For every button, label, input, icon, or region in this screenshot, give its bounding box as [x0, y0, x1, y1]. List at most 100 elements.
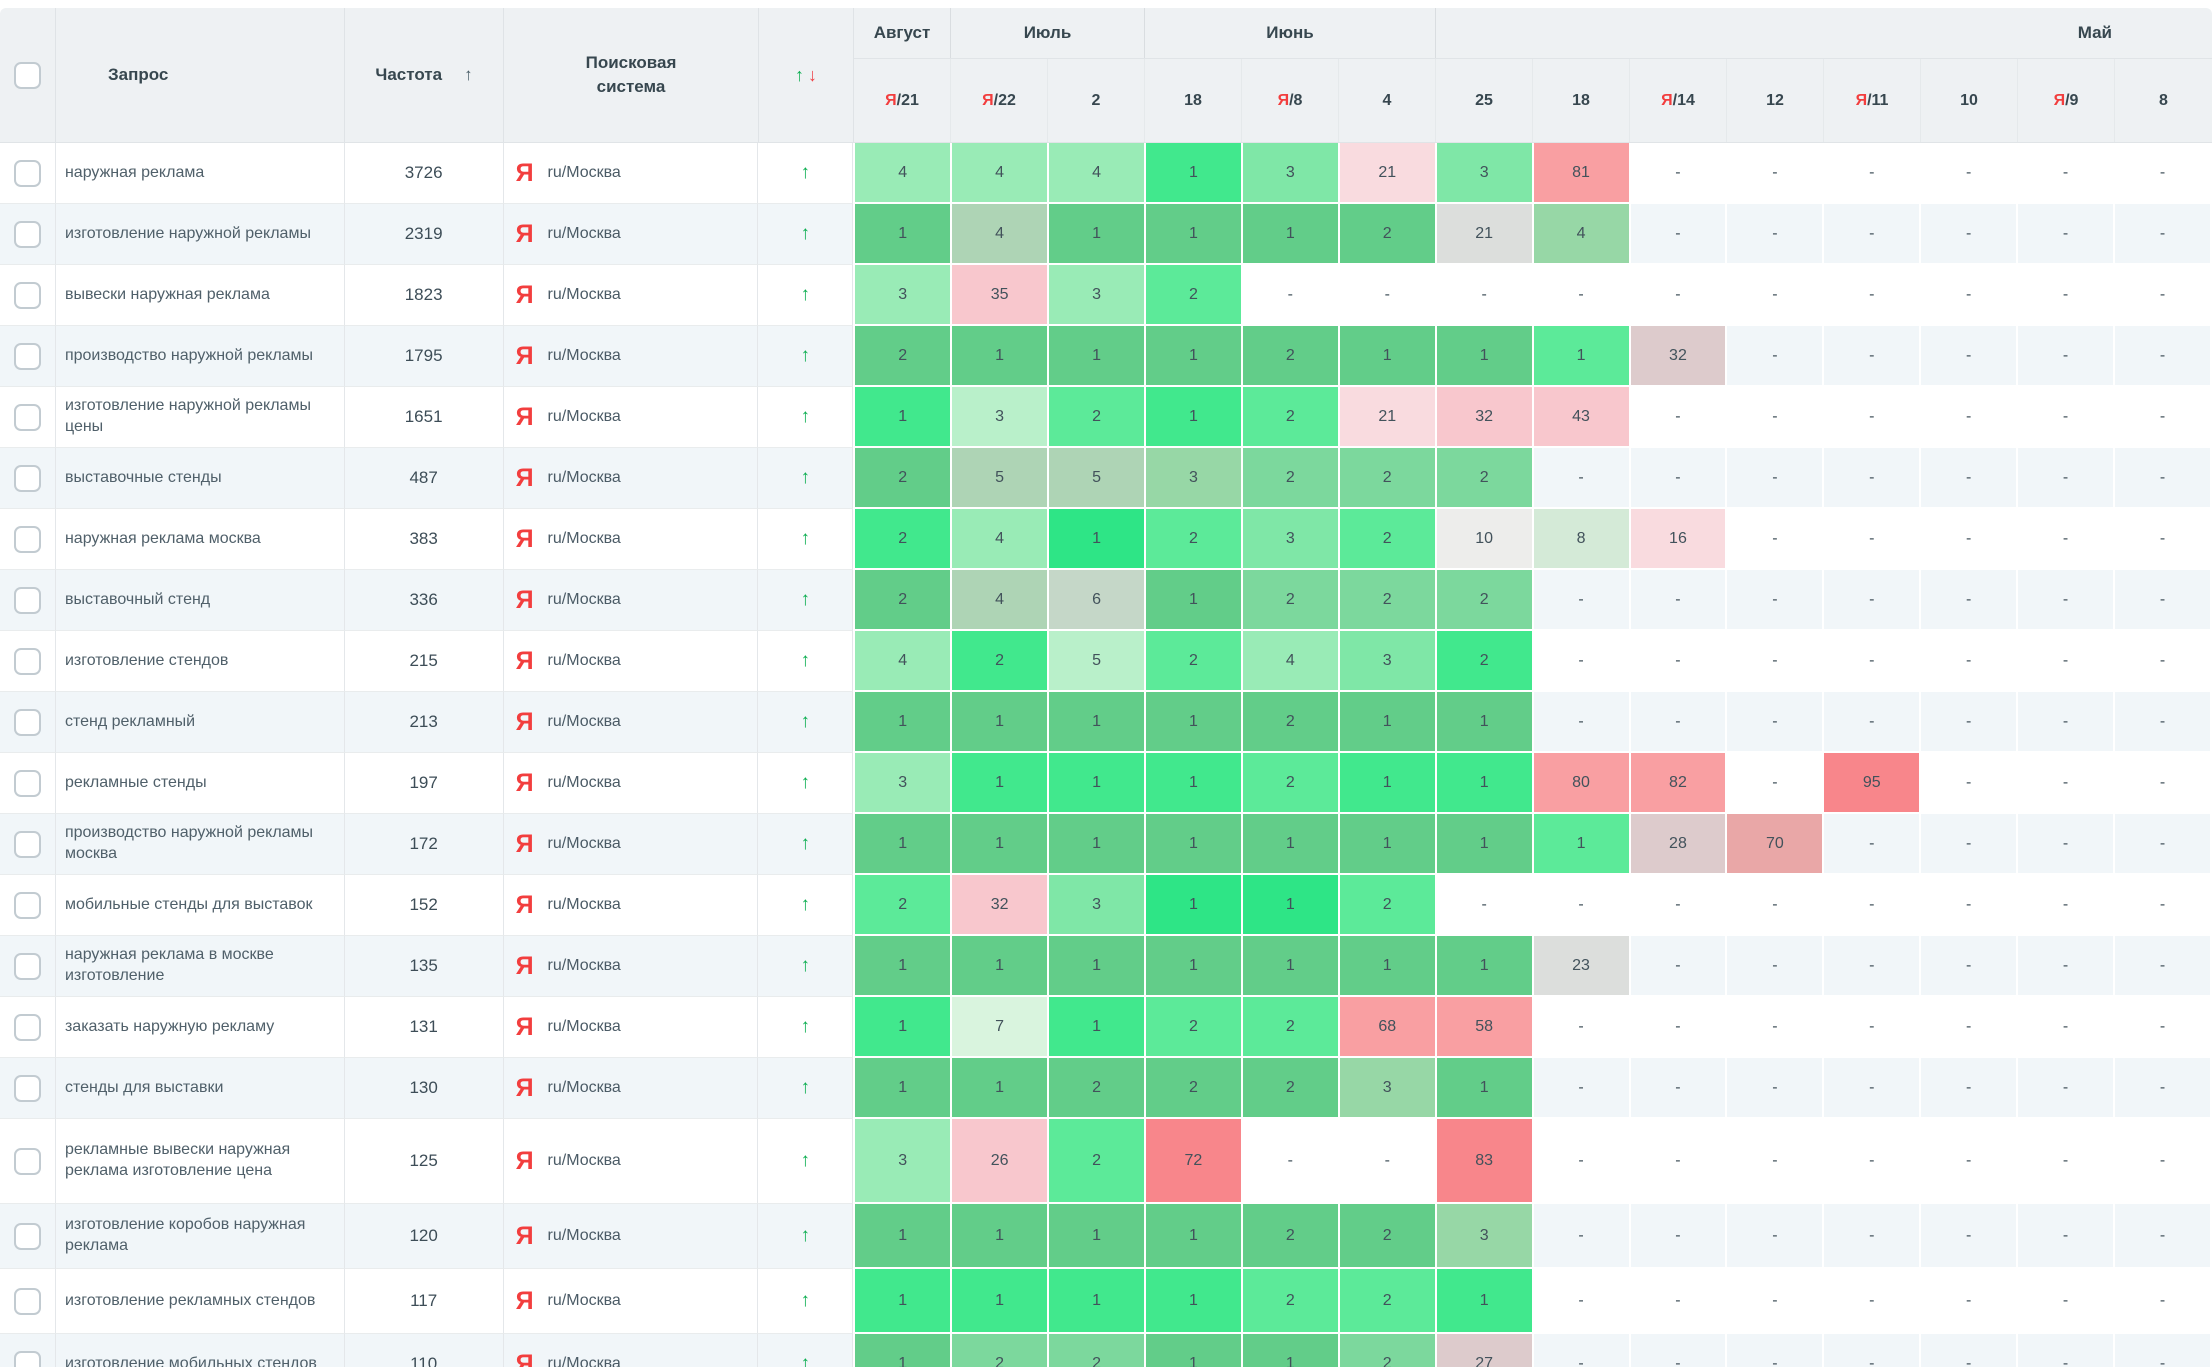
row-checkbox[interactable] [13, 281, 41, 309]
engine-region-label: ru/Москва [547, 530, 621, 547]
position-cell: 6 [1049, 570, 1146, 631]
date-column-header[interactable]: Я/14 [1630, 59, 1727, 142]
row-checkbox-cell [0, 1119, 56, 1204]
query-cell[interactable]: наружная реклама [55, 143, 345, 204]
date-column-header[interactable]: Я/11 [1824, 59, 1921, 142]
query-cell[interactable]: изготовление наружной рекламы [55, 204, 345, 265]
row-checkbox[interactable] [13, 403, 41, 431]
position-cell: - [1921, 448, 2019, 509]
column-header-frequency[interactable]: Частота ↑ [345, 8, 504, 142]
position-cell: - [1824, 326, 1922, 387]
position-cell: 5 [1049, 448, 1146, 509]
column-header-change[interactable]: ↑ ↓ [759, 8, 854, 142]
position-cell: - [1824, 204, 1922, 265]
row-checkbox[interactable] [13, 647, 41, 675]
query-header-label: Запрос [108, 65, 169, 84]
query-cell[interactable]: изготовление наружной рекламы цены [55, 387, 345, 448]
row-checkbox[interactable] [13, 708, 41, 736]
query-cell[interactable]: производство наружной рекламы [55, 326, 345, 387]
query-cell[interactable]: рекламные стенды [55, 753, 345, 814]
position-cell: 32 [1436, 387, 1534, 448]
date-column-header[interactable]: 2 [1048, 59, 1145, 142]
query-cell[interactable]: мобильные стенды для выставок [55, 875, 345, 936]
position-cell: - [2115, 143, 2212, 204]
row-checkbox[interactable] [13, 1074, 41, 1102]
column-header-engine[interactable]: Поисковая система [504, 8, 759, 142]
frequency-cell: 2319 [344, 204, 504, 265]
query-cell[interactable]: стенд рекламный [55, 692, 345, 753]
date-column-header[interactable]: 10 [1921, 59, 2018, 142]
row-checkbox[interactable] [13, 586, 41, 614]
position-cell: 35 [952, 265, 1050, 326]
query-cell[interactable]: выставочные стенды [55, 448, 345, 509]
query-cell[interactable]: заказать наружную рекламу [55, 997, 345, 1058]
frequency-cell: 3726 [344, 143, 504, 204]
query-cell[interactable]: изготовление коробов наружная реклама [55, 1204, 345, 1269]
date-column-header[interactable]: 8 [2159, 91, 2168, 109]
row-checkbox[interactable] [13, 891, 41, 919]
position-cell: 1 [952, 326, 1050, 387]
position-cell: - [1242, 265, 1340, 326]
query-cell[interactable]: наружная реклама в москве изготовление [55, 936, 345, 997]
date-column-header[interactable]: 25 [1436, 59, 1533, 142]
select-all-checkbox[interactable] [14, 61, 41, 89]
row-checkbox[interactable] [13, 1287, 41, 1315]
row-checkbox[interactable] [13, 952, 41, 980]
position-cell: - [2115, 204, 2212, 265]
position-cell: - [1921, 1058, 2019, 1119]
trend-up-icon: ↑ [800, 589, 811, 610]
engine-region-label: ru/Москва [547, 1018, 621, 1035]
column-header-query[interactable]: Запрос [56, 8, 345, 142]
engine-region-label: ru/Москва [547, 591, 621, 608]
row-checkbox[interactable] [13, 220, 41, 248]
date-column-header[interactable]: 4 [1339, 59, 1436, 142]
position-cell: - [2018, 143, 2116, 204]
row-checkbox[interactable] [13, 525, 41, 553]
date-column-header[interactable]: Я/9 [2018, 59, 2115, 142]
change-cell: ↑ [758, 631, 854, 692]
date-column-header[interactable]: Я/8 [1242, 59, 1339, 142]
row-checkbox[interactable] [13, 342, 41, 370]
position-cell: 3 [1049, 875, 1146, 936]
row-checkbox[interactable] [13, 830, 41, 858]
position-cell: - [1630, 1204, 1728, 1269]
frequency-cell: 487 [344, 448, 504, 509]
query-cell[interactable]: рекламные вывески наружная реклама изгот… [55, 1119, 345, 1204]
row-checkbox[interactable] [13, 464, 41, 492]
row-checkbox[interactable] [13, 769, 41, 797]
date-column-header[interactable]: 12 [1727, 59, 1824, 142]
position-cell: - [1824, 1269, 1922, 1334]
position-cell: 1 [1145, 814, 1243, 875]
position-cell: - [1921, 875, 2019, 936]
date-column-header[interactable]: Я/22 [951, 59, 1048, 142]
query-cell[interactable]: изготовление мобильных стендов [56, 1334, 345, 1367]
row-checkbox[interactable] [13, 1222, 41, 1250]
row-checkbox[interactable] [13, 1350, 41, 1367]
position-cell: - [1921, 631, 2019, 692]
query-cell[interactable]: производство наружной рекламы москва [55, 814, 345, 875]
date-column-header[interactable]: 18 [1145, 59, 1242, 142]
query-cell[interactable]: изготовление стендов [55, 631, 345, 692]
date-column-header[interactable]: 18 [1533, 59, 1630, 142]
date-column-header[interactable]: Я/21 [854, 59, 951, 142]
query-cell[interactable]: стенды для выставки [55, 1058, 345, 1119]
position-cell: - [1533, 1204, 1631, 1269]
query-cell[interactable]: изготовление рекламных стендов [55, 1269, 345, 1334]
position-cell: - [1727, 631, 1825, 692]
row-checkbox[interactable] [13, 1013, 41, 1041]
row-checkbox[interactable] [13, 159, 41, 187]
position-cell: - [2115, 570, 2212, 631]
position-cell: 3 [853, 753, 953, 814]
frequency-cell: 1823 [344, 265, 504, 326]
engine-region-label: ru/Москва [547, 774, 621, 791]
query-cell[interactable]: наружная реклама москва [55, 509, 345, 570]
query-cell[interactable]: вывески наружная реклама [55, 265, 345, 326]
row-checkbox[interactable] [13, 1147, 41, 1175]
query-cell[interactable]: выставочный стенд [55, 570, 345, 631]
frequency-cell: 117 [344, 1269, 504, 1334]
